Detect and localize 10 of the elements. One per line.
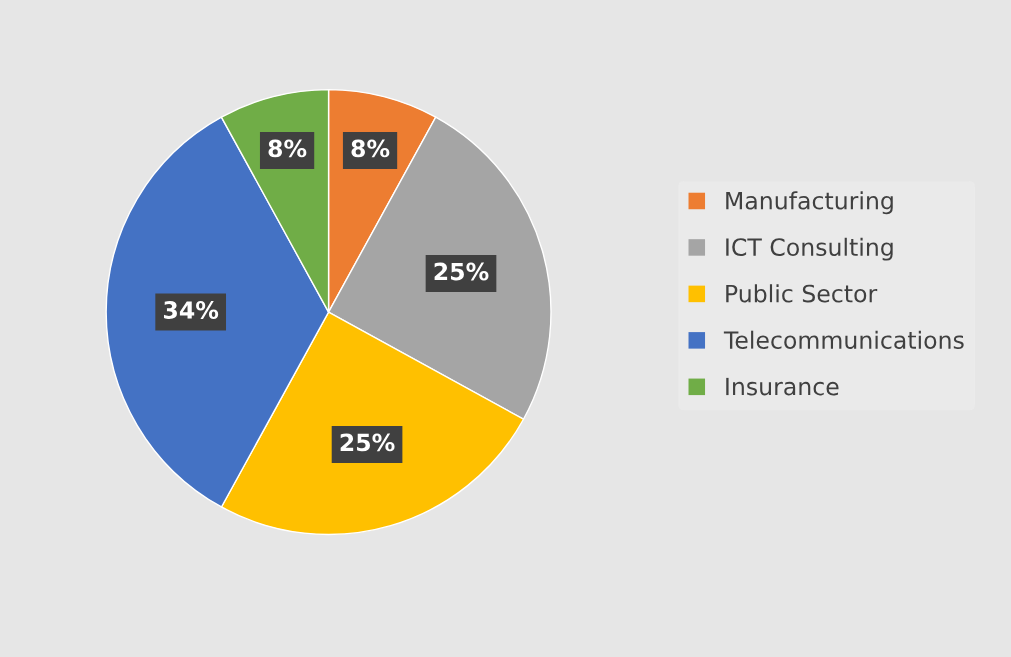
legend-label: Public Sector [726, 284, 878, 303]
data-label: 34% [164, 301, 219, 319]
legend-label: Telecommunications [723, 330, 964, 349]
data-label: 25% [340, 433, 395, 452]
data-label: 8% [351, 139, 390, 158]
legend-label: Manufacturing [726, 191, 893, 215]
data-label: 8% [268, 139, 307, 158]
legend-label: ICT Consulting [726, 237, 893, 261]
legend-label: Insurance [726, 377, 839, 396]
data-label: 25% [434, 262, 489, 281]
